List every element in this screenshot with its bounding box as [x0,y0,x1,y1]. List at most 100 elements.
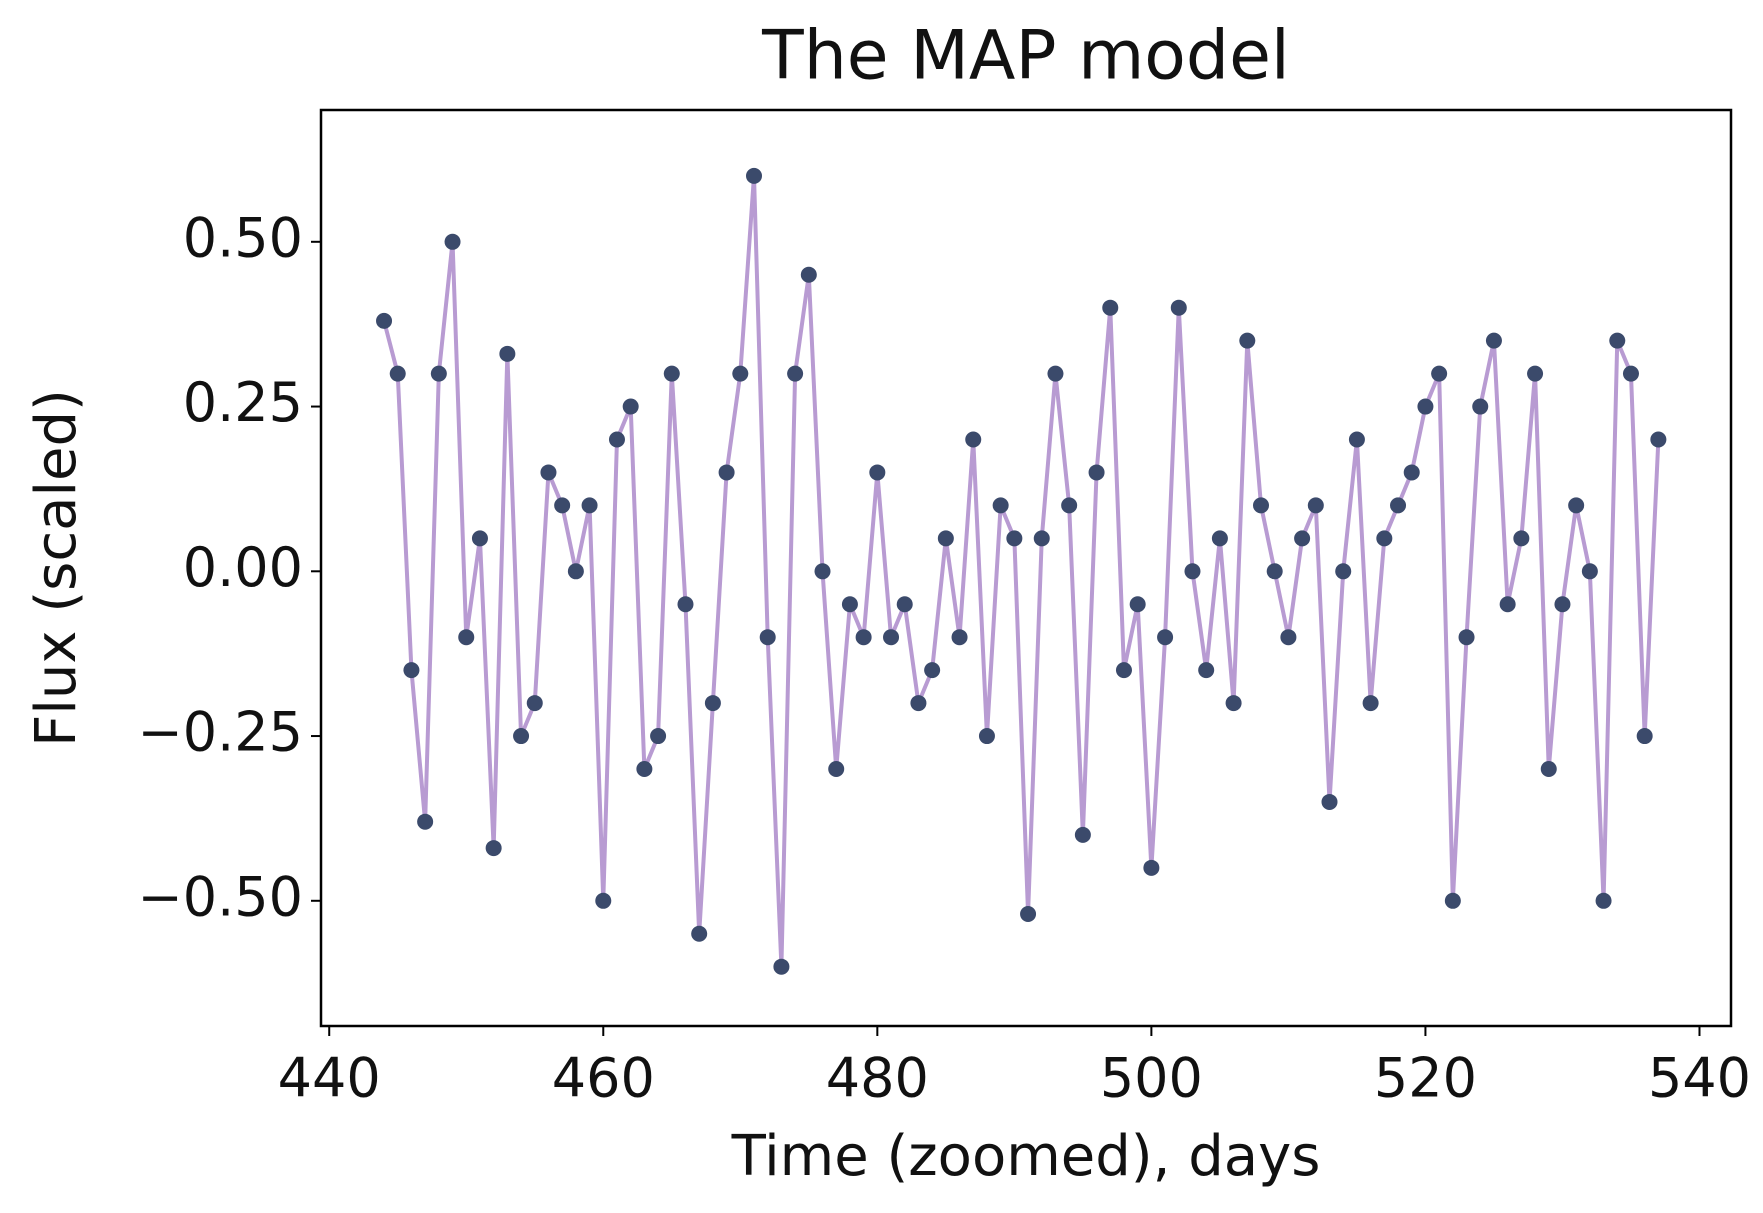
data-point [965,431,982,448]
x-tick-label: 480 [826,1047,929,1110]
data-point [1020,905,1037,922]
data-point [924,662,941,679]
data-point [1211,530,1228,547]
data-point [526,695,543,712]
x-tick-label: 500 [1100,1047,1203,1110]
data-point [828,760,845,777]
data-point [841,596,858,613]
data-point [663,365,680,382]
data-point [1294,530,1311,547]
data-point [1568,497,1585,514]
data-point [1307,497,1324,514]
data-point [1266,563,1283,580]
y-tick-label: 0.50 [183,206,303,269]
data-point [636,760,653,777]
data-point [458,629,475,646]
data-point [732,365,749,382]
data-point [759,629,776,646]
x-axis-label: Time (zoomed), days [731,1124,1321,1189]
data-point [1225,695,1242,712]
data-point [1444,892,1461,909]
data-point [1458,629,1475,646]
y-axis-label: Flux (scaled) [24,389,89,747]
data-point [1280,629,1297,646]
x-tick-label: 520 [1374,1047,1477,1110]
y-tick-label: 0.25 [183,371,303,434]
data-point [691,925,708,942]
data-point [1157,629,1174,646]
data-point [1074,826,1091,843]
data-point [746,167,763,184]
data-point [896,596,913,613]
data-point [499,345,516,362]
data-point [855,629,872,646]
data-point [1047,365,1064,382]
data-point [554,497,571,514]
data-point [1417,398,1434,415]
data-point [1198,662,1215,679]
data-point [951,629,968,646]
data-point [1061,497,1078,514]
data-point [677,596,694,613]
data-point [1253,497,1269,514]
data-point [581,497,598,514]
data-point [1170,299,1187,316]
data-point [595,892,612,909]
data-point [1431,365,1448,382]
data-point [1622,365,1639,382]
x-tick-label: 540 [1648,1047,1751,1110]
y-tick-label: 0.00 [183,536,303,599]
data-point [1513,530,1530,547]
data-point [1554,596,1571,613]
data-point [883,629,900,646]
data-point [389,365,406,382]
data-point [1540,760,1557,777]
data-point [1348,431,1365,448]
data-point [430,365,447,382]
data-point [1609,332,1626,349]
data-point [403,662,420,679]
data-point [540,464,557,481]
data-point [1088,464,1105,481]
plot-frame [319,108,1733,1028]
data-point [1033,530,1050,547]
data-point [567,563,584,580]
data-point [1129,596,1146,613]
data-point [1321,793,1338,810]
data-point [704,695,721,712]
y-tick-label: −0.25 [138,701,303,764]
data-point [937,530,954,547]
data-point [992,497,1009,514]
chart-title: The MAP model [761,17,1290,96]
data-point [1650,431,1667,448]
data-point [1335,563,1352,580]
data-point [787,365,804,382]
data-point [1636,728,1653,745]
x-tick-label: 460 [552,1047,655,1110]
data-point [622,398,639,415]
data-point [814,563,831,580]
data-point [513,728,530,745]
data-point [773,958,790,975]
data-point [1239,332,1256,349]
data-point [800,266,817,283]
data-point [869,464,886,481]
data-point [1527,365,1544,382]
data-point [1006,530,1023,547]
data-point [485,840,502,857]
data-point [718,464,735,481]
data-point [1485,332,1502,349]
model-line [382,175,1661,967]
data-point [1362,695,1379,712]
data-point [1595,892,1612,909]
data-point [1581,563,1598,580]
data-point [650,728,667,745]
data-point [1390,497,1407,514]
y-tick-label: −0.50 [138,865,303,928]
data-point [376,312,393,329]
data-point [1499,596,1516,613]
data-point [1143,859,1160,876]
data-point [1376,530,1393,547]
